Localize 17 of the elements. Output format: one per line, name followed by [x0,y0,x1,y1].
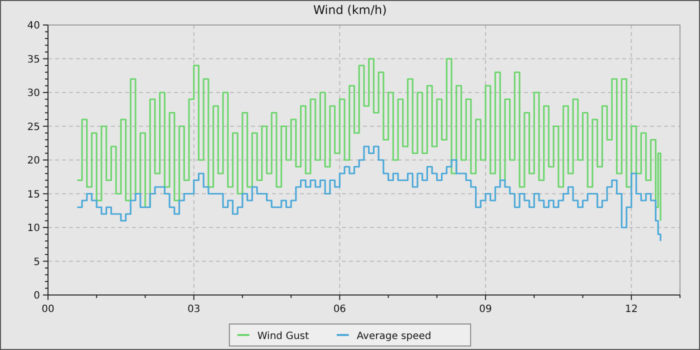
x-tick-label: 03 [187,304,200,315]
y-tick-label: 40 [27,20,40,32]
x-tick-label: 12 [625,304,638,315]
y-tick-label: 5 [34,256,40,268]
legend-label: Average speed [356,331,432,342]
x-tick-label: 06 [333,304,346,315]
y-tick-label: 20 [27,156,40,166]
y-tick-label: 10 [27,223,40,234]
chart-title: Wind (km/h) [313,3,387,17]
y-tick-label: 30 [27,88,40,99]
x-tick-label: 00 [42,304,54,315]
legend-label: Wind Gust [257,331,310,342]
y-tick-label: 15 [27,189,40,200]
x-tick-label: 09 [479,304,492,315]
y-tick-label: 0 [34,290,40,302]
y-tick-label: 25 [27,122,40,133]
y-tick-label: 35 [27,54,40,66]
